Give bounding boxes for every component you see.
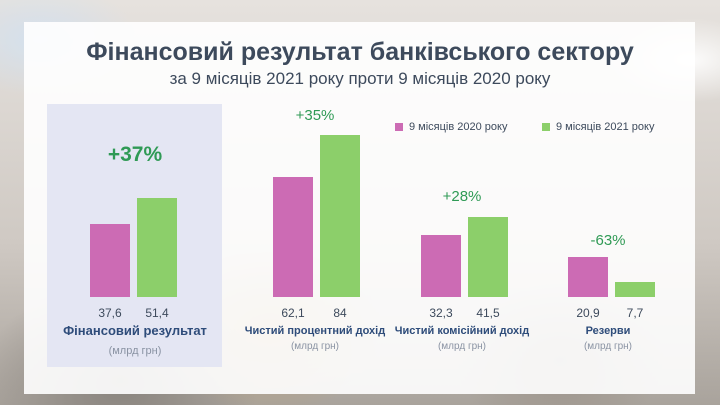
value-label-2021-3: 7,7 — [626, 306, 644, 320]
legend-swatch-2020 — [395, 123, 403, 131]
change-label-1: +35% — [295, 107, 335, 124]
change-label-0: +37% — [107, 143, 163, 166]
bar-2021-2 — [468, 216, 508, 297]
value-label-2020-0: 37,6 — [98, 306, 122, 320]
bar-2021-0 — [137, 197, 177, 297]
category-unit-1: (млрд грн) — [290, 341, 340, 352]
bar-2020-3 — [568, 256, 608, 297]
chart-title: Фінансовий результат банківського сектор… — [86, 38, 634, 66]
category-label-0: Фінансовий результат — [63, 323, 207, 338]
category-unit-0: (млрд грн) — [108, 345, 162, 357]
legend-label-2020: 9 місяців 2020 року — [409, 121, 508, 133]
value-label-2021-1: 84 — [333, 306, 347, 320]
category-label-2: Чистий комісійний дохід — [394, 325, 530, 337]
value-label-2021-2: 41,5 — [476, 306, 500, 320]
category-label-1: Чистий процентний дохід — [244, 325, 386, 337]
bar-2020-0 — [90, 224, 130, 297]
legend-label-2021: 9 місяців 2021 року — [556, 121, 655, 133]
change-label-2: +28% — [442, 188, 482, 205]
bar-2020-1 — [273, 177, 313, 297]
legend-swatch-2021 — [542, 123, 550, 131]
category-label-3: Резерви — [585, 325, 631, 337]
chart-subtitle: за 9 місяців 2021 року проти 9 місяців 2… — [169, 69, 551, 88]
bar-2020-2 — [421, 234, 461, 297]
highlight-panel — [47, 104, 222, 367]
bar-2021-1 — [320, 135, 360, 297]
value-label-2020-3: 20,9 — [576, 306, 600, 320]
category-unit-2: (млрд грн) — [437, 341, 487, 352]
value-label-2021-0: 51,4 — [145, 306, 169, 320]
value-label-2020-2: 32,3 — [429, 306, 453, 320]
change-label-3: -63% — [590, 232, 626, 249]
bar-2021-3 — [615, 282, 655, 297]
category-unit-3: (млрд грн) — [583, 341, 633, 352]
value-label-2020-1: 62,1 — [281, 306, 305, 320]
